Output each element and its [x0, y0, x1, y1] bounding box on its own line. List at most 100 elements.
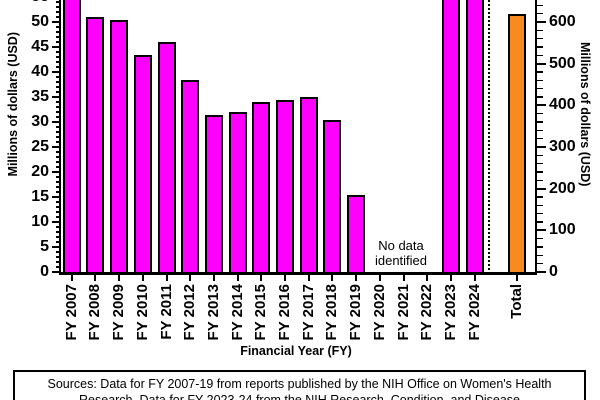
left-axis-minor-tick	[56, 61, 60, 63]
x-axis-tick	[402, 275, 405, 281]
left-axis-tick-label: 50	[31, 13, 49, 30]
left-axis-tick-label: 40	[31, 63, 49, 80]
right-axis-tick-label: 200	[549, 179, 576, 197]
x-axis-tick-label: FY 2015	[252, 284, 270, 341]
left-axis-spine	[59, 0, 61, 275]
left-axis-tick-label: 55	[5, 0, 49, 7]
left-axis-major-tick	[52, 71, 60, 73]
left-axis-minor-tick	[56, 116, 60, 118]
bar-fy-2014	[228, 112, 247, 275]
x-axis-tick-label: FY 2019	[347, 284, 365, 341]
left-axis-minor-tick	[56, 101, 60, 103]
no-data-annotation-line: No data	[378, 238, 424, 253]
left-axis-tick-label: 20	[31, 163, 49, 180]
x-axis-tick	[189, 275, 192, 281]
right-axis-tick-label: 500	[549, 54, 576, 72]
left-axis-minor-tick	[56, 106, 60, 108]
right-axis-minor-tick	[537, 54, 543, 57]
bar-fy-2016	[276, 99, 294, 275]
right-axis-minor-tick	[537, 204, 543, 207]
left-axis-minor-tick	[56, 186, 60, 188]
bar-fy-2017	[299, 97, 318, 275]
left-axis-minor-tick	[56, 91, 60, 93]
bar-fy-2015	[252, 102, 271, 275]
left-axis-major-tick	[52, 246, 60, 248]
left-axis-tick-label: 5	[40, 238, 49, 255]
right-axis-minor-tick	[537, 112, 543, 115]
left-axis-major-tick	[52, 196, 60, 198]
right-axis-minor-tick	[537, 71, 543, 73]
right-axis-title: Millions of dollars (USD)	[578, 42, 592, 187]
bar-fy-2008	[86, 17, 105, 275]
x-axis-tick	[165, 275, 168, 281]
left-axis-tick-label: 0	[40, 263, 49, 280]
x-axis-tick	[516, 275, 518, 281]
left-axis-major-tick	[52, 121, 60, 123]
x-axis-tick-label: FY 2010	[133, 284, 151, 341]
total-separator-dotted-line	[488, 0, 490, 274]
left-axis-minor-tick	[56, 216, 60, 218]
left-axis-major-tick	[52, 146, 60, 148]
right-axis-minor-tick	[537, 96, 543, 98]
right-axis-spine	[535, 0, 537, 275]
x-axis-tick-label: FY 2008	[86, 284, 104, 341]
sources-line-2: Research. Data for FY 2023-24 from the N…	[79, 393, 520, 400]
right-axis-major-tick	[537, 21, 546, 23]
left-axis-minor-tick	[56, 181, 60, 183]
left-axis-minor-tick	[56, 176, 60, 178]
right-axis-minor-tick	[537, 12, 543, 15]
left-axis-major-tick	[52, 21, 60, 23]
x-axis-tick-label: FY 2018	[323, 284, 341, 341]
x-axis-tick	[426, 275, 429, 281]
left-axis-minor-tick	[56, 256, 60, 258]
right-axis-minor-tick	[537, 4, 543, 7]
left-axis-minor-tick	[56, 151, 60, 153]
x-axis-tick	[212, 275, 215, 281]
bar-fy-2013	[204, 114, 223, 275]
right-axis-minor-tick	[537, 212, 543, 215]
x-axis-tick-label: FY 2013	[204, 284, 222, 341]
no-data-annotation-line: identified	[374, 252, 428, 268]
bar-total	[508, 13, 526, 275]
right-axis-minor-tick	[537, 87, 543, 90]
left-axis-minor-tick	[56, 56, 60, 58]
bar-fy-2023	[441, 0, 460, 275]
left-axis-major-tick	[52, 271, 60, 273]
left-axis-minor-tick	[56, 11, 60, 13]
left-axis-minor-tick	[56, 36, 60, 38]
left-axis-major-tick	[52, 46, 60, 48]
left-axis-minor-tick	[56, 136, 60, 138]
left-axis-minor-tick	[56, 31, 60, 33]
right-axis-major-tick	[537, 271, 546, 273]
left-axis-minor-tick	[56, 131, 60, 133]
right-axis-minor-tick	[537, 179, 543, 182]
sources-line-1: Sources: Data for FY 2007-19 from report…	[47, 377, 552, 391]
right-axis-tick-label: 300	[549, 138, 576, 155]
x-axis-tick-label: FY 2007	[62, 284, 80, 341]
x-axis-tick	[260, 275, 263, 281]
bar-fy-2024	[465, 0, 484, 275]
left-axis-minor-tick	[56, 231, 60, 233]
x-axis-tick	[70, 275, 73, 281]
left-axis-tick-label: 10	[31, 213, 49, 230]
right-axis-minor-tick	[537, 171, 543, 173]
right-axis-minor-tick	[537, 29, 543, 32]
left-axis-minor-tick	[56, 126, 60, 128]
left-axis-minor-tick	[56, 161, 60, 163]
left-axis-minor-tick	[56, 261, 60, 263]
left-axis-minor-tick	[56, 16, 60, 18]
right-axis-minor-tick	[537, 154, 543, 157]
x-axis-tick	[331, 275, 334, 281]
no-data-annotation: No data identified	[352, 238, 450, 268]
left-axis-minor-tick	[56, 26, 60, 28]
bar-fy-2012	[181, 79, 200, 275]
right-axis-minor-tick	[537, 262, 543, 265]
bar-fy-2010	[133, 54, 152, 275]
x-axis-tick	[141, 275, 144, 281]
left-axis-minor-tick	[56, 206, 60, 208]
bottom-axis-spine	[59, 272, 537, 275]
left-axis-minor-tick	[56, 111, 60, 113]
x-axis-tick-label: FY 2012	[181, 284, 199, 341]
right-axis-major-tick	[537, 146, 546, 148]
left-axis-minor-tick	[56, 266, 60, 268]
